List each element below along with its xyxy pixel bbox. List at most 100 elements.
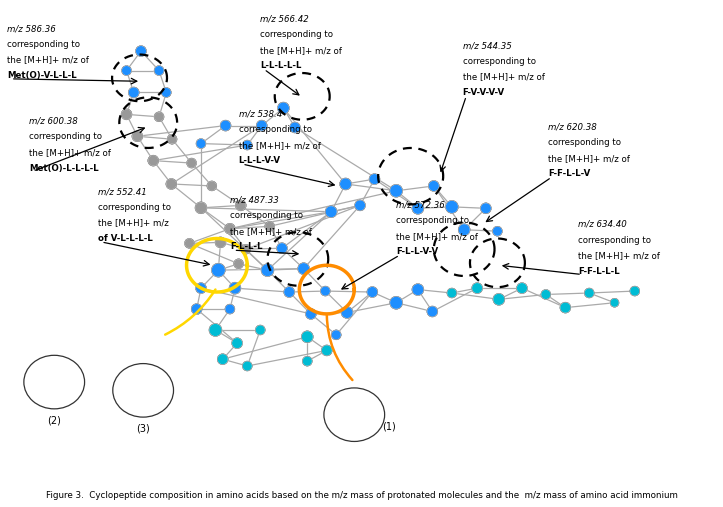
Ellipse shape [235,200,247,211]
Ellipse shape [412,283,424,296]
Ellipse shape [121,109,132,120]
Text: F-L-L-V-V: F-L-L-V-V [396,247,438,256]
Text: m/z 586.36: m/z 586.36 [7,24,56,33]
Text: corresponding to: corresponding to [578,236,651,244]
Ellipse shape [302,356,312,366]
Ellipse shape [412,202,424,214]
Text: (1): (1) [382,422,395,432]
Ellipse shape [195,202,207,214]
Ellipse shape [209,323,222,337]
Ellipse shape [447,288,457,298]
Ellipse shape [121,65,132,76]
Text: of V-L-L-L-L: of V-L-L-L-L [98,234,153,243]
Text: m/z 487.33: m/z 487.33 [230,196,278,205]
Ellipse shape [541,289,551,300]
Text: corresponding to: corresponding to [98,203,171,212]
Text: corresponding to: corresponding to [463,57,536,66]
Ellipse shape [341,306,353,318]
Ellipse shape [340,178,351,190]
Ellipse shape [305,308,317,319]
Text: F-F-L-L-V: F-F-L-L-V [548,169,590,178]
Text: m/z 600.38: m/z 600.38 [29,117,77,126]
Ellipse shape [390,184,403,197]
Text: corresponding to: corresponding to [548,138,621,147]
Ellipse shape [560,302,571,313]
Ellipse shape [428,180,440,192]
Ellipse shape [167,134,177,144]
Text: m/z 552.41: m/z 552.41 [98,188,146,196]
Ellipse shape [242,140,252,150]
Ellipse shape [217,354,228,365]
Ellipse shape [196,138,206,149]
Ellipse shape [166,178,177,190]
Ellipse shape [301,331,313,343]
Text: the [M+H]+ m/z of: the [M+H]+ m/z of [260,46,342,55]
Text: the [M+H]+ m/z of: the [M+H]+ m/z of [7,55,89,64]
Text: L-L-L-V-V: L-L-L-V-V [239,156,281,165]
Ellipse shape [154,65,164,76]
Ellipse shape [492,226,502,236]
Text: F-F-L-L-L: F-F-L-L-L [578,267,620,276]
Text: corresponding to: corresponding to [396,216,469,225]
Text: the [M+H]+ m/z of: the [M+H]+ m/z of [239,140,320,150]
Ellipse shape [630,286,640,296]
Ellipse shape [135,46,147,57]
Ellipse shape [289,122,301,133]
Ellipse shape [154,112,164,122]
Ellipse shape [331,330,341,340]
Ellipse shape [276,243,288,254]
Text: the [M+H]+ m/z: the [M+H]+ m/z [98,219,168,228]
Ellipse shape [187,158,197,168]
Text: L-L-L-L-L: L-L-L-L-L [260,61,301,70]
Ellipse shape [224,223,236,234]
Ellipse shape [493,294,505,305]
Ellipse shape [471,282,483,294]
Ellipse shape [458,224,470,236]
Ellipse shape [278,102,289,114]
Ellipse shape [320,286,330,296]
Ellipse shape [321,345,333,356]
Text: Figure 3.  Cyclopeptide composition in amino acids based on the m/z mass of prot: Figure 3. Cyclopeptide composition in am… [46,491,677,500]
Ellipse shape [211,263,226,277]
Text: m/z 620.38: m/z 620.38 [548,123,596,132]
Ellipse shape [265,221,275,231]
Text: (3): (3) [136,423,150,433]
Ellipse shape [480,203,492,214]
Ellipse shape [229,282,241,294]
Text: (2): (2) [47,415,61,425]
Ellipse shape [242,361,252,371]
Ellipse shape [225,304,235,314]
Ellipse shape [445,200,458,213]
Text: the [M+H]+ m/z of: the [M+H]+ m/z of [548,154,630,163]
Ellipse shape [298,263,309,275]
Ellipse shape [215,237,226,248]
Text: F-L-L-L: F-L-L-L [230,242,262,251]
Text: m/z 566.42: m/z 566.42 [260,15,309,24]
Ellipse shape [427,306,438,317]
Text: corresponding to: corresponding to [239,125,312,134]
Ellipse shape [132,131,143,142]
Text: m/z 544.35: m/z 544.35 [463,42,511,50]
Text: m/z 634.40: m/z 634.40 [578,220,627,229]
Ellipse shape [255,325,265,335]
Ellipse shape [195,282,207,294]
Ellipse shape [184,238,194,248]
Ellipse shape [234,259,244,269]
Ellipse shape [283,286,295,298]
Text: the [M+H]+ m/z of: the [M+H]+ m/z of [396,232,478,241]
Text: F-V-V-V-V: F-V-V-V-V [463,88,505,97]
Text: corresponding to: corresponding to [260,30,333,39]
Text: m/z 572.36: m/z 572.36 [396,201,445,209]
Text: the [M+H]+ m/z of: the [M+H]+ m/z of [29,148,111,157]
Ellipse shape [369,173,380,185]
Ellipse shape [207,181,217,191]
Ellipse shape [516,282,528,294]
Ellipse shape [584,288,594,298]
Ellipse shape [128,87,140,98]
Ellipse shape [161,87,171,97]
Ellipse shape [390,296,403,309]
Text: the [M+H]+ m/z of: the [M+H]+ m/z of [463,73,544,82]
Text: the [M+H]+ m/z of: the [M+H]+ m/z of [230,227,312,236]
Ellipse shape [261,264,274,277]
Ellipse shape [325,206,337,218]
